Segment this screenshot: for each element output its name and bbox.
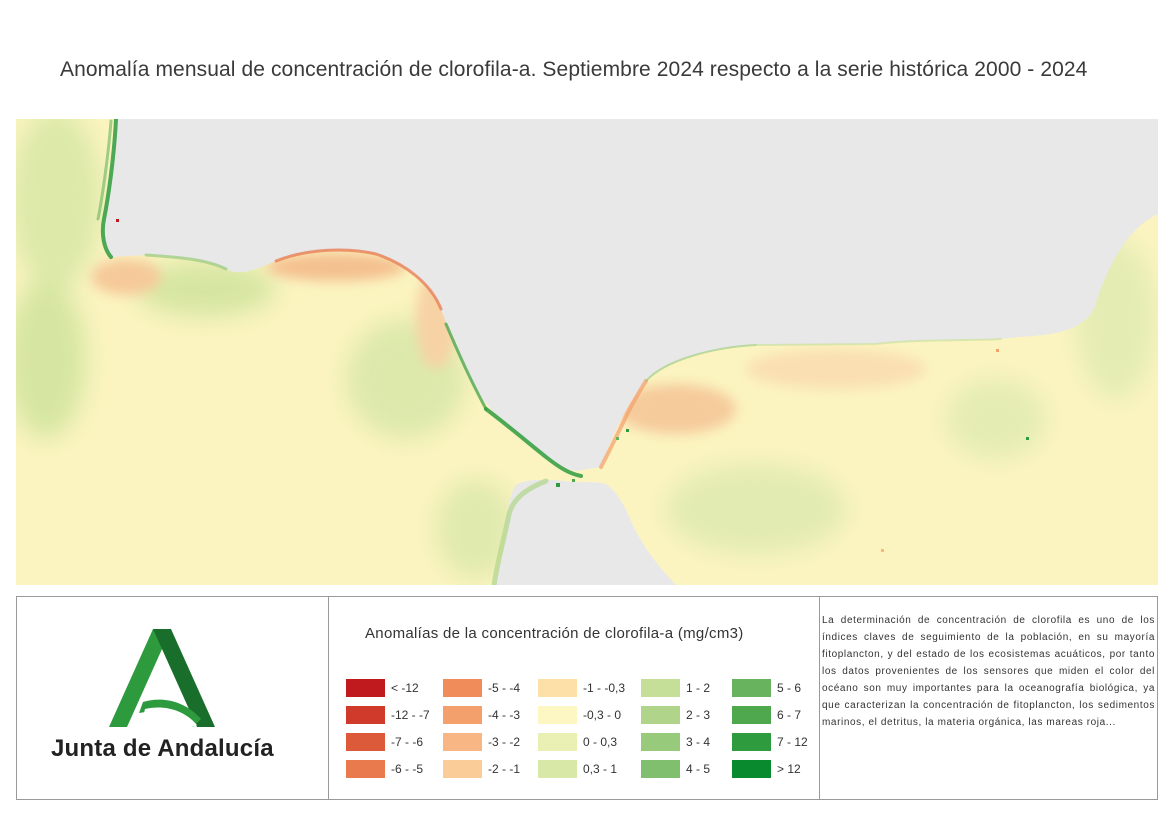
legend-label: 7 - 12 [777,735,808,749]
description-panel: La determinación de concentración de clo… [822,597,1157,799]
legend-swatch [346,760,385,778]
legend-swatch [732,733,771,751]
legend-label: -0,3 - 0 [583,708,622,722]
description-text: La determinación de concentración de clo… [822,615,1155,728]
legend-item: -6 - -5 [346,760,430,778]
legend-swatch [443,679,482,697]
legend-label: 3 - 4 [686,735,711,749]
legend-item: 0,3 - 1 [538,760,625,778]
legend-label: -3 - -2 [488,735,521,749]
legend-swatch [346,679,385,697]
legend-label: -5 - -4 [488,681,521,695]
legend-item: -12 - -7 [346,706,430,724]
legend-item: 7 - 12 [732,733,808,751]
legend-label: -2 - -1 [488,762,521,776]
chlorophyll-anomaly-map [16,119,1158,585]
legend-swatch [538,733,577,751]
legend-swatch [732,760,771,778]
legend-swatch [346,733,385,751]
legend-column-2: -5 - -4 -4 - -3 -3 - -2 -2 - -1 [443,679,520,787]
legend-swatch [641,679,680,697]
legend-panel: Anomalías de la concentración de clorofi… [328,597,820,799]
legend-swatch [538,760,577,778]
legend-swatch [641,760,680,778]
legend-label: -4 - -3 [488,708,521,722]
legend-title: Anomalías de la concentración de clorofi… [365,625,744,642]
legend-swatch [346,706,385,724]
legend-label: -6 - -5 [391,762,424,776]
legend-label: 0 - 0,3 [583,735,618,749]
scattered-anomaly-pixels [116,219,1029,552]
legend-item: -7 - -6 [346,733,430,751]
legend-item: 5 - 6 [732,679,808,697]
map-canvas [16,119,1158,585]
legend-label: > 12 [777,762,801,776]
legend-label: -12 - -7 [391,708,430,722]
map-title: Anomalía mensual de concentración de clo… [60,58,1088,81]
legend-label: 2 - 3 [686,708,711,722]
legend-swatch [732,706,771,724]
legend-item: -3 - -2 [443,733,520,751]
legend-item: -5 - -4 [443,679,520,697]
legend-swatch [641,733,680,751]
legend-item: 3 - 4 [641,733,710,751]
legend-item: -0,3 - 0 [538,706,625,724]
legend-swatch [538,679,577,697]
legend-column-5: 5 - 6 6 - 7 7 - 12 > 12 [732,679,808,787]
land-north-africa [494,479,676,585]
coastal-fringe [96,119,1002,585]
legend-item: -2 - -1 [443,760,520,778]
legend-item: > 12 [732,760,808,778]
legend-item: 4 - 5 [641,760,710,778]
legend-column-1: < -12 -12 - -7 -7 - -6 -6 - -5 [346,679,430,787]
legend-swatch [443,760,482,778]
legend-item: 1 - 2 [641,679,710,697]
legend-label: -1 - -0,3 [583,681,626,695]
legend-label: 0,3 - 1 [583,762,618,776]
legend-swatch [641,706,680,724]
logo-panel: Junta de Andalucía [17,597,329,799]
legend-item: 2 - 3 [641,706,710,724]
logo-text: Junta de Andalucía [51,735,274,762]
legend-swatch [538,706,577,724]
map-footer: Junta de Andalucía Anomalías de la conce… [16,596,1158,800]
legend-label: < -12 [391,681,419,695]
legend-label: 6 - 7 [777,708,802,722]
legend-column-3: -1 - -0,3 -0,3 - 0 0 - 0,3 0,3 - 1 [538,679,625,787]
legend-label: 4 - 5 [686,762,711,776]
positive-anomaly-patches [16,119,1156,579]
legend-label: 1 - 2 [686,681,711,695]
land-iberian-peninsula [102,119,1158,471]
legend-swatch [443,706,482,724]
legend-label: -7 - -6 [391,735,424,749]
legend-column-4: 1 - 2 2 - 3 3 - 4 4 - 5 [641,679,710,787]
legend-item: 6 - 7 [732,706,808,724]
legend-item: -1 - -0,3 [538,679,625,697]
legend-label: 5 - 6 [777,681,802,695]
negative-anomaly-patches [91,253,926,434]
legend-item: -4 - -3 [443,706,520,724]
junta-andalucia-emblem-icon [109,629,215,727]
legend-item: < -12 [346,679,430,697]
legend-swatch [732,679,771,697]
legend-swatch [443,733,482,751]
legend-item: 0 - 0,3 [538,733,625,751]
